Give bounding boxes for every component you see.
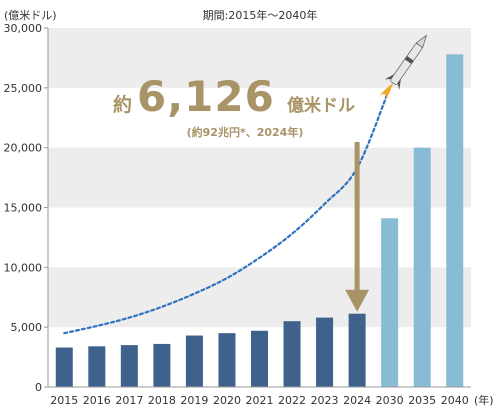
bar-2020 — [218, 333, 236, 387]
trend-line — [63, 86, 391, 335]
arrow-shaft — [354, 142, 360, 292]
x-tick-label: 2019 — [180, 394, 208, 407]
x-tick-label: 2030 — [376, 394, 404, 407]
annotation-unit: 億米ドル — [287, 95, 355, 116]
rocket-nose — [415, 34, 428, 49]
x-tick-label: 2017 — [115, 394, 143, 407]
x-tick-label: 2020 — [213, 394, 241, 407]
annotation-subtext: (約92兆円*、2024年) — [187, 125, 304, 139]
y-axis: 0 5,000 10,000 15,000 20,000 25,000 30,000 — [4, 22, 49, 394]
bar-2024 — [348, 313, 366, 387]
bar-2040 — [446, 54, 464, 388]
trend-curve — [63, 86, 391, 335]
chart-title: 期間:2015年〜2040年 — [203, 8, 318, 22]
x-axis: 2015 2016 2017 2018 2019 2020 2021 2022 2023 2024… — [48, 386, 471, 407]
bar-2035 — [413, 147, 431, 387]
x-tick-label: 2021 — [246, 394, 274, 407]
rocket-icon — [379, 34, 428, 100]
bars — [55, 54, 464, 388]
y-tick-label: 10,000 — [4, 261, 43, 274]
bar-2019 — [185, 335, 203, 387]
bar-2030 — [381, 218, 399, 387]
x-tick-label: 2022 — [278, 394, 306, 407]
x-tick-label: 2018 — [148, 394, 176, 407]
x-tick-label: 2015 — [50, 394, 78, 407]
rocket-band — [404, 56, 414, 64]
y-tick-label: 0 — [35, 381, 42, 394]
y-tick-label: 25,000 — [4, 82, 43, 95]
y-axis-label: (億米ドル) — [4, 9, 57, 22]
arrow-head — [345, 289, 370, 312]
annotation: 約 6,126 億米ドル (約92兆円*、2024年) — [113, 72, 355, 139]
annotation-value: 6,126 — [137, 72, 275, 121]
bar-2018 — [153, 343, 171, 387]
x-tick-label: 2016 — [83, 394, 111, 407]
y-tick-label: 5,000 — [11, 321, 43, 334]
y-tick-label: 15,000 — [4, 202, 43, 215]
bar-2016 — [88, 346, 106, 387]
bar-2017 — [120, 345, 138, 387]
bar-2023 — [316, 317, 334, 387]
x-tick-label: 2024 — [343, 394, 371, 407]
x-tick-label: 2035 — [408, 394, 436, 407]
y-tick-label: 30,000 — [4, 22, 43, 35]
bar-2021 — [251, 330, 268, 387]
bar-2015 — [55, 347, 73, 387]
bar-2022 — [283, 321, 301, 387]
annotation-arrow — [345, 142, 370, 312]
background-band — [48, 147, 471, 208]
x-tick-label: 2040 — [441, 394, 469, 407]
y-tick-label: 20,000 — [4, 142, 43, 155]
annotation-prefix: 約 — [113, 93, 132, 116]
background-band — [48, 267, 471, 328]
x-axis-unit-label: (年) — [474, 393, 494, 407]
x-tick-label: 2023 — [311, 394, 339, 407]
background-bands — [48, 28, 471, 328]
rocket-fins — [384, 74, 401, 90]
rocket-flame — [379, 82, 394, 100]
